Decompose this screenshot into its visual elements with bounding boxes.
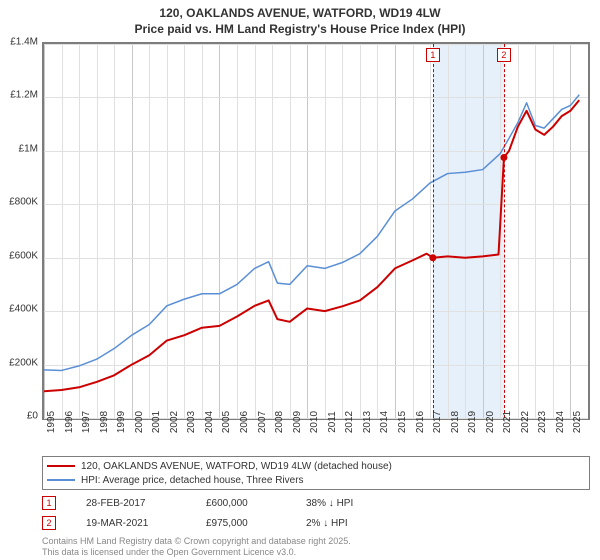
xtick-label: 2010 [309, 411, 320, 433]
xtick-label: 2024 [555, 411, 566, 433]
xtick-label: 2003 [186, 411, 197, 433]
ytick-label: £800K [9, 197, 38, 208]
xtick-label: 2007 [257, 411, 268, 433]
xtick-label: 2009 [292, 411, 303, 433]
marker-1-price: £600,000 [206, 498, 306, 509]
marker-vline [504, 44, 505, 418]
plot-svg [44, 44, 588, 418]
xtick-label: 2020 [485, 411, 496, 433]
legend-item-red: 120, OAKLANDS AVENUE, WATFORD, WD19 4LW … [47, 459, 585, 473]
xtick-label: 2015 [397, 411, 408, 433]
chart-container: 120, OAKLANDS AVENUE, WATFORD, WD19 4LW … [0, 0, 600, 560]
xtick-label: 2016 [415, 411, 426, 433]
xtick-label: 1998 [99, 411, 110, 433]
on-chart-marker-2: 2 [497, 48, 511, 62]
legend: 120, OAKLANDS AVENUE, WATFORD, WD19 4LW … [42, 456, 590, 490]
marker-badge-2: 2 [42, 516, 56, 530]
xtick-label: 2021 [502, 411, 513, 433]
xtick-label: 2014 [379, 411, 390, 433]
xtick-label: 2018 [450, 411, 461, 433]
xtick-label: 2023 [537, 411, 548, 433]
xtick-label: 2019 [467, 411, 478, 433]
footnote: Contains HM Land Registry data © Crown c… [42, 536, 590, 559]
marker-1-date: 28-FEB-2017 [86, 498, 206, 509]
legend-label-blue: HPI: Average price, detached house, Thre… [81, 475, 304, 486]
title-line-1: 120, OAKLANDS AVENUE, WATFORD, WD19 4LW [159, 6, 440, 20]
xtick-label: 1996 [64, 411, 75, 433]
marker-badge-1: 1 [42, 496, 56, 510]
legend-item-blue: HPI: Average price, detached house, Thre… [47, 473, 585, 487]
xtick-label: 2001 [151, 411, 162, 433]
xtick-label: 2017 [432, 411, 443, 433]
on-chart-marker-1: 1 [426, 48, 440, 62]
ytick-label: £1M [19, 143, 38, 154]
footnote-line-2: This data is licensed under the Open Gov… [42, 547, 296, 557]
chart-title: 120, OAKLANDS AVENUE, WATFORD, WD19 4LW … [0, 0, 600, 37]
marker-2-price: £975,000 [206, 518, 306, 529]
ytick-label: £1.2M [10, 90, 38, 101]
ytick-label: £1.4M [10, 37, 38, 48]
marker-vline [433, 44, 434, 418]
marker-1-delta: 38% ↓ HPI [306, 498, 353, 509]
marker-2-delta: 2% ↓ HPI [306, 518, 348, 529]
xtick-label: 2004 [204, 411, 215, 433]
xtick-label: 2022 [520, 411, 531, 433]
ytick-label: £0 [27, 411, 38, 422]
title-line-2: Price paid vs. HM Land Registry's House … [135, 22, 466, 36]
marker-2-date: 19-MAR-2021 [86, 518, 206, 529]
xtick-label: 2011 [327, 411, 338, 433]
legend-swatch-blue [47, 479, 75, 481]
marker-row-1: 1 28-FEB-2017 £600,000 38% ↓ HPI [42, 496, 590, 510]
xtick-label: 1995 [46, 411, 57, 433]
xtick-label: 2000 [134, 411, 145, 433]
xtick-label: 2012 [344, 411, 355, 433]
xtick-label: 1997 [81, 411, 92, 433]
xtick-label: 2008 [274, 411, 285, 433]
marker-row-2: 2 19-MAR-2021 £975,000 2% ↓ HPI [42, 516, 590, 530]
xtick-label: 1999 [116, 411, 127, 433]
plot-area: 12 [42, 42, 590, 420]
xtick-label: 2005 [221, 411, 232, 433]
ytick-label: £400K [9, 304, 38, 315]
series-line [44, 100, 579, 391]
xtick-label: 2025 [572, 411, 583, 433]
ytick-label: £600K [9, 250, 38, 261]
legend-swatch-red [47, 465, 75, 467]
xtick-label: 2006 [239, 411, 250, 433]
xtick-label: 2002 [169, 411, 180, 433]
xtick-label: 2013 [362, 411, 373, 433]
legend-label-red: 120, OAKLANDS AVENUE, WATFORD, WD19 4LW … [81, 461, 392, 472]
ytick-label: £200K [9, 357, 38, 368]
footnote-line-1: Contains HM Land Registry data © Crown c… [42, 536, 351, 546]
